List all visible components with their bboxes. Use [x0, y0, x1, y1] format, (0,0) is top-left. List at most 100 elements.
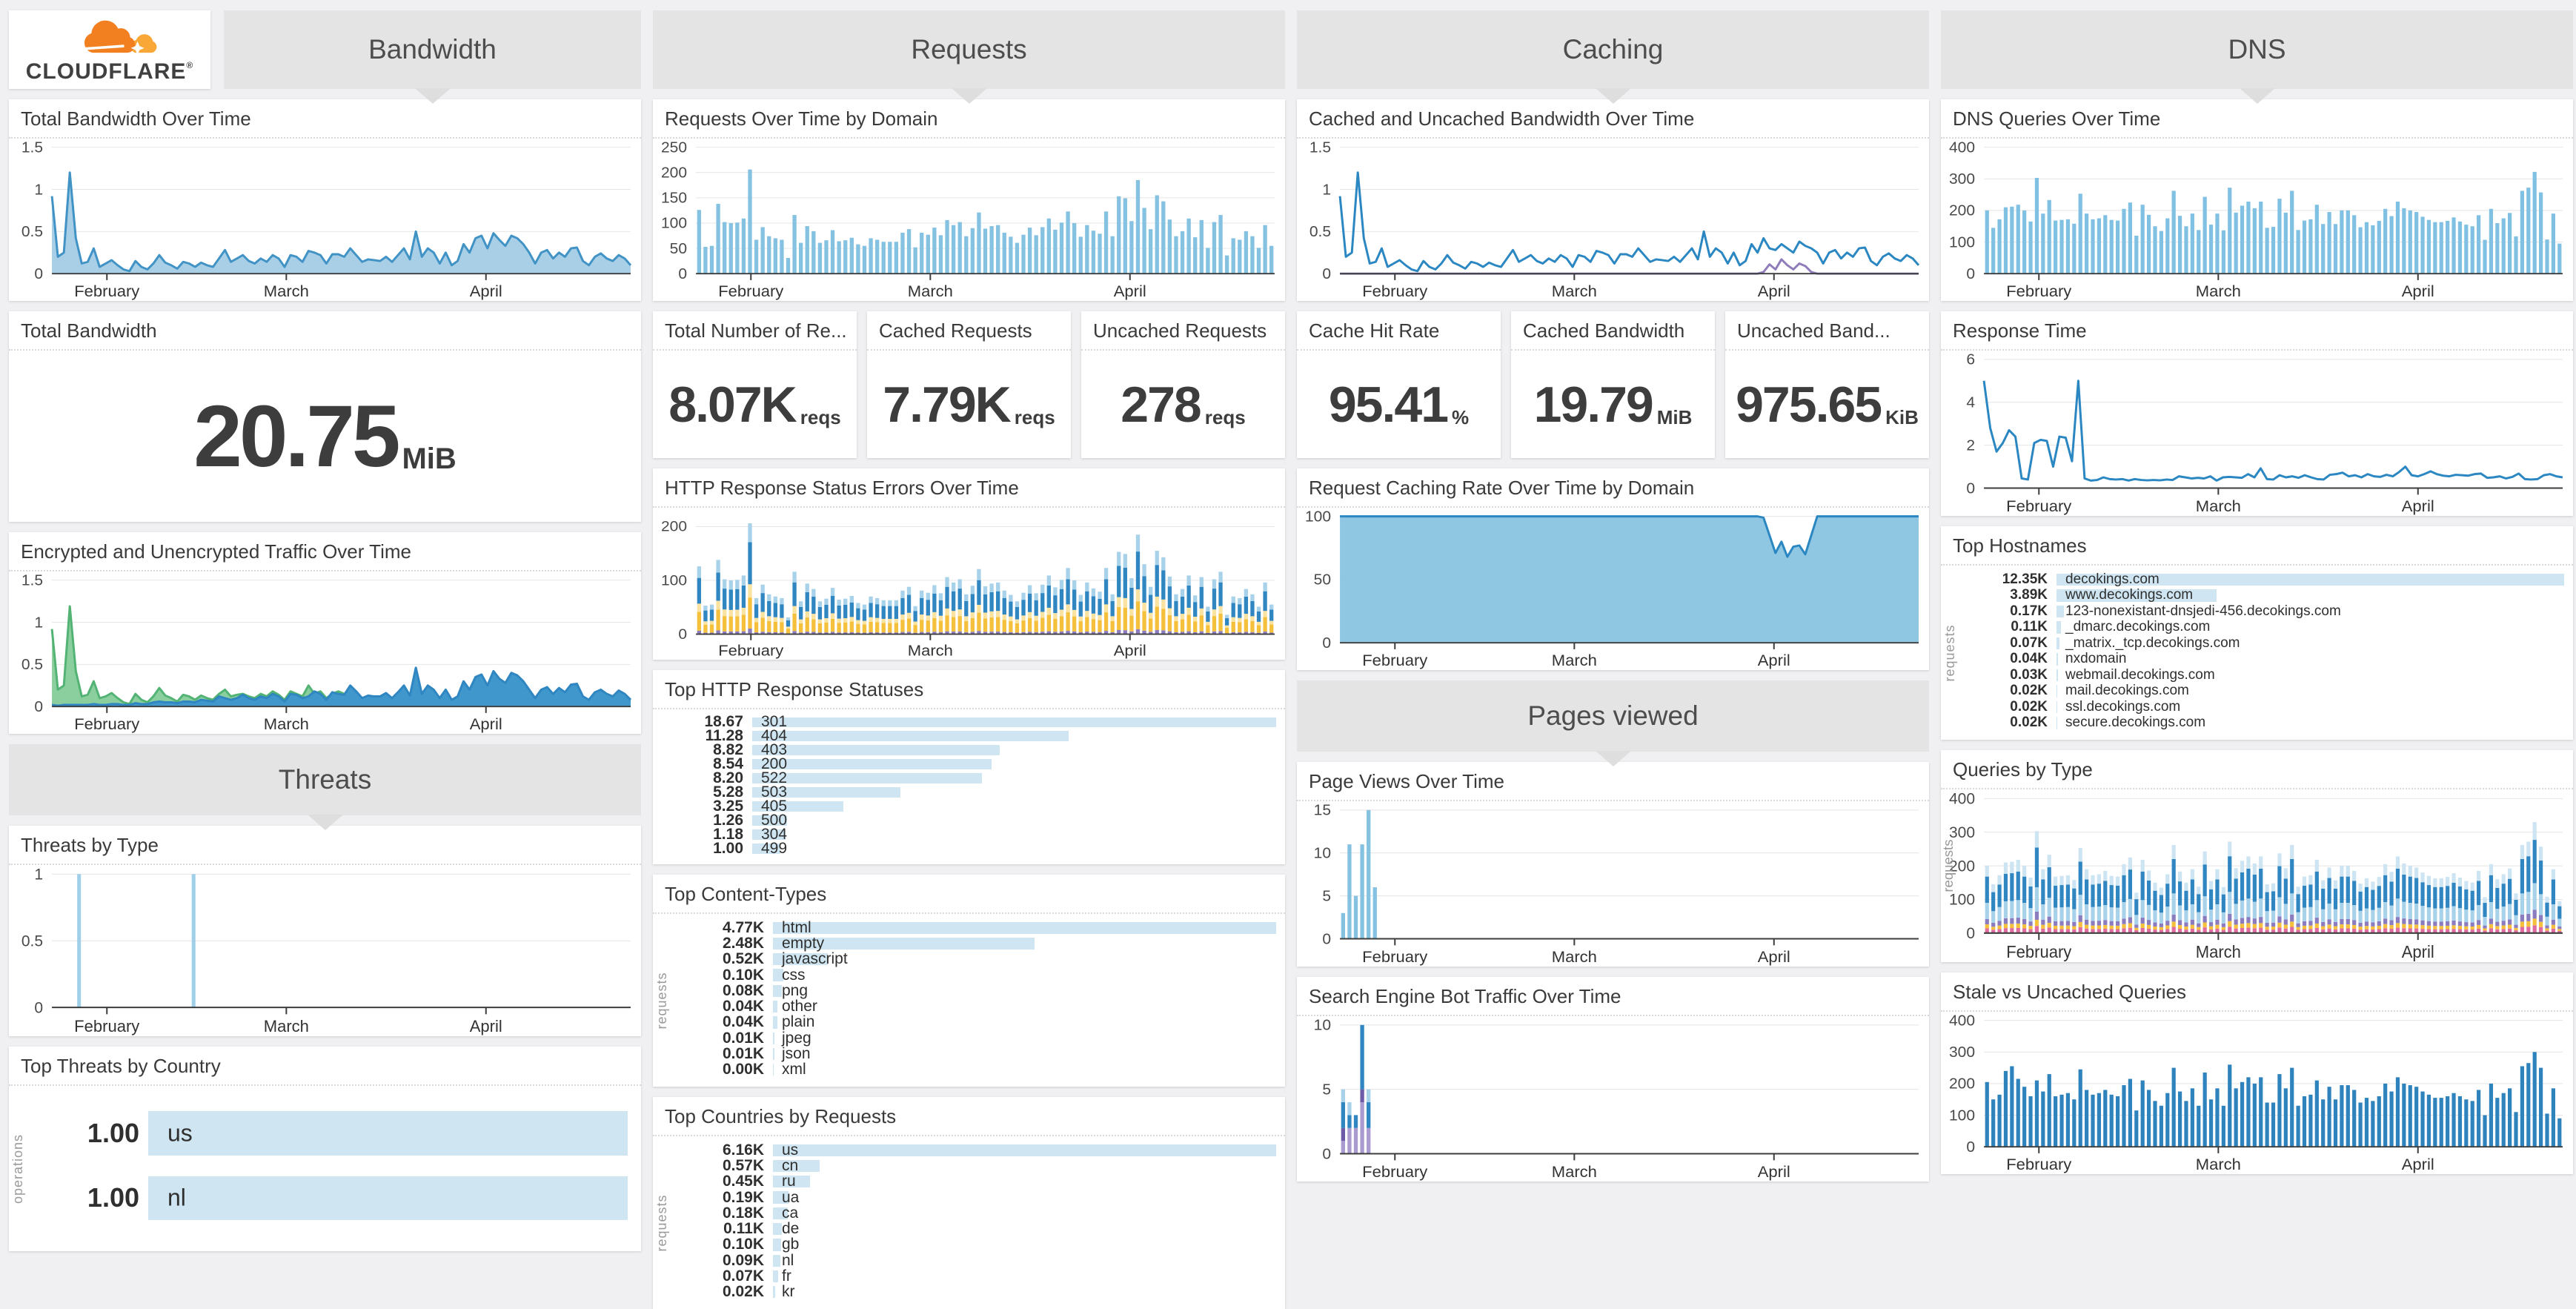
stat-value: 278 reqs	[1081, 351, 1285, 458]
row-label: fr	[782, 1267, 791, 1285]
column-requests: Requests Requests Over Time by Domain 0 5…	[653, 10, 1285, 1309]
list-row: 6.16K us	[683, 1141, 1276, 1159]
row-label: us	[167, 1119, 193, 1147]
stat-card-total-requests: Total Number of Re... 8.07K reqs	[653, 311, 857, 458]
response-time-chart[interactable]: 0 2 4 6 February March April	[1941, 351, 2573, 516]
svg-text:0: 0	[1966, 924, 1975, 942]
svg-text:March: March	[2196, 1156, 2241, 1174]
svg-text:February: February	[1362, 1162, 1427, 1181]
svg-text:April: April	[2402, 497, 2434, 515]
panel-caching-rate: Request Caching Rate Over Time by Domain…	[1297, 468, 1929, 670]
svg-text:April: April	[1758, 282, 1790, 301]
requests-over-time-chart[interactable]: 0 50 100 150 200 250 February March April	[653, 139, 1285, 301]
panel-total-bandwidth: Total Bandwidth 20.75 MiB	[9, 311, 641, 522]
row-value: 3.89K	[2010, 587, 2048, 603]
list-row: 0.19K ua	[683, 1189, 1276, 1206]
page-views-chart[interactable]: 0 5 10 15 February March April	[1297, 801, 1929, 967]
list-row: 5.28 503	[662, 783, 1276, 801]
row-label: mail.decokings.com	[2065, 683, 2189, 699]
top-content-types-list: requests 4.77K html 2.48K empty 0.52K javascri…	[653, 914, 1285, 1087]
row-label: webmail.decokings.com	[2065, 666, 2215, 683]
panel-title: Total Bandwidth	[9, 311, 641, 351]
svg-text:0: 0	[1322, 265, 1331, 282]
svg-text:March: March	[2196, 282, 2241, 301]
row-value: 2.48K	[722, 934, 764, 952]
brand-wordmark: CLOUDFLARE®	[25, 59, 194, 84]
total-bandwidth-over-time-chart[interactable]: 0 0.5 1 1.5 February March April	[9, 139, 641, 301]
stale-uncached-chart[interactable]: 0 100 200 300 400 February March April	[1941, 1012, 2573, 1174]
dns-header-row: DNS	[1941, 10, 2573, 104]
panel-title: Queries by Type	[1941, 750, 2573, 789]
row-value: 18.67	[704, 713, 743, 731]
stat-unit: reqs	[1014, 405, 1055, 428]
section-title: Caching	[1562, 34, 1664, 64]
row-value: 8.54	[713, 755, 743, 773]
row-label: other	[782, 998, 817, 1015]
svg-text:15: 15	[1314, 802, 1331, 819]
svg-text:0: 0	[678, 627, 687, 643]
svg-text:March: March	[1552, 947, 1597, 966]
encrypted-traffic-chart[interactable]: 0 0.5 1 1.5 February March April	[9, 571, 641, 734]
svg-text:April: April	[1114, 282, 1146, 301]
row-bar: fr	[773, 1267, 1276, 1285]
svg-text:March: March	[264, 1017, 309, 1035]
panel-title: Total Bandwidth Over Time	[9, 99, 641, 139]
list-row: 3.89K www.decokings.com	[1971, 587, 2564, 604]
stat-number: 8.07K	[668, 376, 797, 433]
stat-number: 19.79	[1533, 376, 1654, 433]
top-hostnames-list: requests 12.35K decokings.com 3.89K www.deco…	[1941, 566, 2573, 740]
row-label: 500	[761, 811, 788, 829]
row-bar: 500	[752, 811, 1276, 829]
svg-text:0: 0	[34, 265, 43, 282]
list-row: 1.26 500	[662, 811, 1276, 829]
list-row: 0.02K kr	[683, 1283, 1276, 1300]
row-bar: 304	[752, 826, 1276, 843]
row-value: 1.00	[87, 1182, 139, 1213]
svg-text:March: March	[2196, 497, 2241, 515]
svg-text:March: March	[1552, 1162, 1597, 1181]
cloudflare-logo: CLOUDFLARE®	[9, 10, 210, 89]
row-bar: ca	[773, 1204, 1276, 1222]
stat-card-cached-requests: Cached Requests 7.79K reqs	[867, 311, 1071, 458]
row-value: 0.18K	[722, 1204, 764, 1222]
queries-by-type-chart[interactable]: 0 100 200 300 400 February March April requests	[1941, 789, 2573, 962]
row-bar: 405	[752, 798, 1276, 815]
section-title: Threats	[278, 764, 372, 795]
panel-threats-by-type: Threats by Type 0 0.5 1 February March April	[9, 826, 641, 1036]
svg-text:0: 0	[34, 698, 43, 715]
caching-rate-chart[interactable]: 0 50 100 February March April	[1297, 508, 1929, 670]
row-bar: 503	[752, 783, 1276, 801]
svg-text:0.5: 0.5	[1309, 223, 1331, 240]
dns-queries-chart[interactable]: 0 100 200 300 400 February March April	[1941, 139, 2573, 301]
stat-value: 95.41%	[1297, 351, 1501, 458]
svg-text:March: March	[264, 282, 309, 301]
row-bar: de	[773, 1220, 1276, 1237]
panel-top-content-types: Top Content-Types requests 4.77K html 2.48K…	[653, 875, 1285, 1087]
svg-text:100: 100	[1949, 890, 1975, 908]
http-errors-chart[interactable]: 0 100 200 February March April	[653, 508, 1285, 660]
bot-traffic-chart[interactable]: 0 5 10 February March April	[1297, 1016, 1929, 1182]
svg-text:April: April	[470, 715, 502, 734]
panel-title: Top HTTP Response Statuses	[653, 670, 1285, 709]
row-value: 0.04K	[722, 1013, 764, 1031]
row-value: 0.57K	[722, 1156, 764, 1174]
column-caching: Caching Cached and Uncached Bandwidth Ov…	[1297, 10, 1929, 1273]
list-row: 11.28 404	[662, 727, 1276, 744]
panel-total-bandwidth-over-time: Total Bandwidth Over Time 0 0.5 1 1.5 Februa…	[9, 99, 641, 301]
svg-text:April: April	[470, 1017, 502, 1035]
requests-header-row: Requests	[653, 10, 1285, 104]
stat-unit: MiB	[1656, 405, 1693, 428]
panel-page-views: Page Views Over Time 0 5 10 15 February March…	[1297, 762, 1929, 967]
row-bar: xml	[773, 1061, 1276, 1078]
section-title: Bandwidth	[368, 34, 497, 64]
svg-text:February: February	[1362, 947, 1427, 966]
row-value: 5.28	[713, 783, 743, 801]
row-bar: us	[773, 1141, 1276, 1159]
row-value: 0.02K	[2010, 698, 2048, 715]
threats-by-type-chart[interactable]: 0 0.5 1 February March April	[9, 865, 641, 1036]
panel-response-time: Response Time 0 2 4 6 February March April	[1941, 311, 2573, 516]
column-bandwidth: CLOUDFLARE® Bandwidth Total Bandwidth Ov…	[9, 10, 641, 1273]
row-value: 0.04K	[722, 998, 764, 1015]
caching-bandwidth-chart[interactable]: 0 0.5 1 1.5 February March April	[1297, 139, 1929, 301]
section-header-dns: DNS	[1941, 10, 2573, 104]
